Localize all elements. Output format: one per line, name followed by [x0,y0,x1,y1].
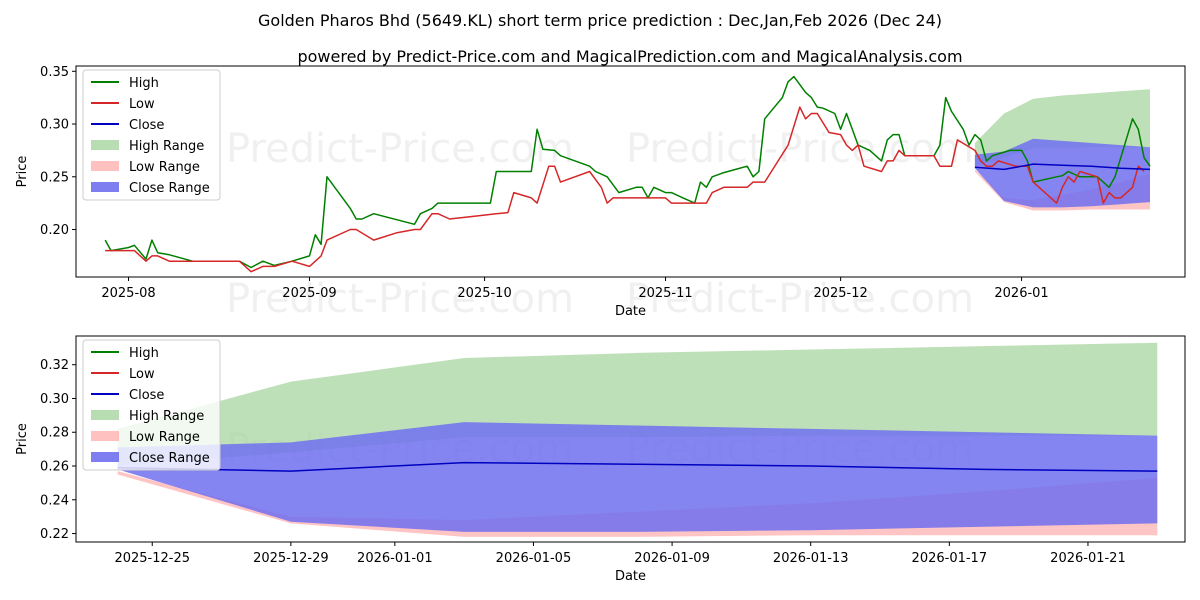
legend-label: Low [129,367,155,382]
legend-swatch [91,161,119,171]
legend-label: Low Range [129,160,200,175]
legend-swatch [91,182,119,192]
chart-subtitle: powered by Predict-Price.com and Magical… [297,47,962,66]
legend-label: Close [129,388,164,403]
x-tick-label: 2025-10 [457,286,511,301]
legend-swatch [91,140,119,150]
chart-title: Golden Pharos Bhd (5649.KL) short term p… [258,11,942,30]
y-tick-label: 0.35 [40,65,69,80]
x-tick-label: 2026-01-13 [773,551,849,566]
legend-label: High [129,76,159,91]
top-chart: Predict-Price.com Predict-Price.com Pred… [15,65,1186,322]
y-tick-label: 0.22 [40,527,69,542]
legend-label: Close [129,118,164,133]
x-tick-label: 2026-01 [994,286,1048,301]
x-tick-label: 2025-08 [101,286,155,301]
legend-label: Low Range [129,430,200,445]
x-axis-label: Date [615,304,646,319]
y-tick-label: 0.24 [40,493,69,508]
x-tick-label: 2026-01-01 [357,551,433,566]
legend-label: High Range [129,139,204,154]
close-line [117,461,1158,472]
y-tick-label: 0.30 [40,392,69,407]
high-line [104,75,1151,269]
x-tick-label: 2026-01-05 [496,551,572,566]
x-tick-label: 2026-01-09 [634,551,710,566]
x-tick-label: 2025-12 [813,286,867,301]
watermark-text: Predict-Price.com [226,126,574,172]
legend-label: High [129,346,159,361]
y-axis-label: Price [15,156,30,188]
plot-frame [75,335,1186,543]
watermark-text: Predict-Price.com [626,276,974,322]
watermark-text: Predict-Price.com [626,126,974,172]
legend-label: Low [129,97,155,112]
y-tick-label: 0.25 [40,170,69,185]
y-tick-label: 0.26 [40,460,69,475]
watermark-group: Predict-Price.com Predict-Price.com Pred… [226,126,974,322]
y-tick-label: 0.30 [40,118,69,133]
x-tick-label: 2025-09 [282,286,336,301]
y-tick-label: 0.28 [40,426,69,441]
x-tick-label: 2025-12-25 [114,551,190,566]
plot-frame [75,65,1186,278]
watermark-text: Predict-Price.com [226,276,574,322]
x-tick-label: 2026-01-17 [912,551,988,566]
y-tick-label: 0.32 [40,358,69,373]
close-range-band [117,422,1158,532]
x-tick-label: 2025-12-29 [253,551,329,566]
x-tick-label: 2025-11 [638,286,692,301]
legend-label: Close Range [129,181,210,196]
legend-swatch [91,452,119,462]
x-axis-label: Date [615,569,646,584]
legend-swatch [91,431,119,441]
legend-label: High Range [129,409,204,424]
legend-swatch [91,410,119,420]
close-line [974,163,1151,171]
y-axis-label: Price [15,423,30,455]
bottom-chart: Predict-Price.com Predict-Price.com 0.22… [15,335,1186,584]
legend-label: Close Range [129,451,210,466]
close-range-band [974,138,1150,208]
x-tick-label: 2026-01-21 [1050,551,1126,566]
y-tick-label: 0.20 [40,223,69,238]
